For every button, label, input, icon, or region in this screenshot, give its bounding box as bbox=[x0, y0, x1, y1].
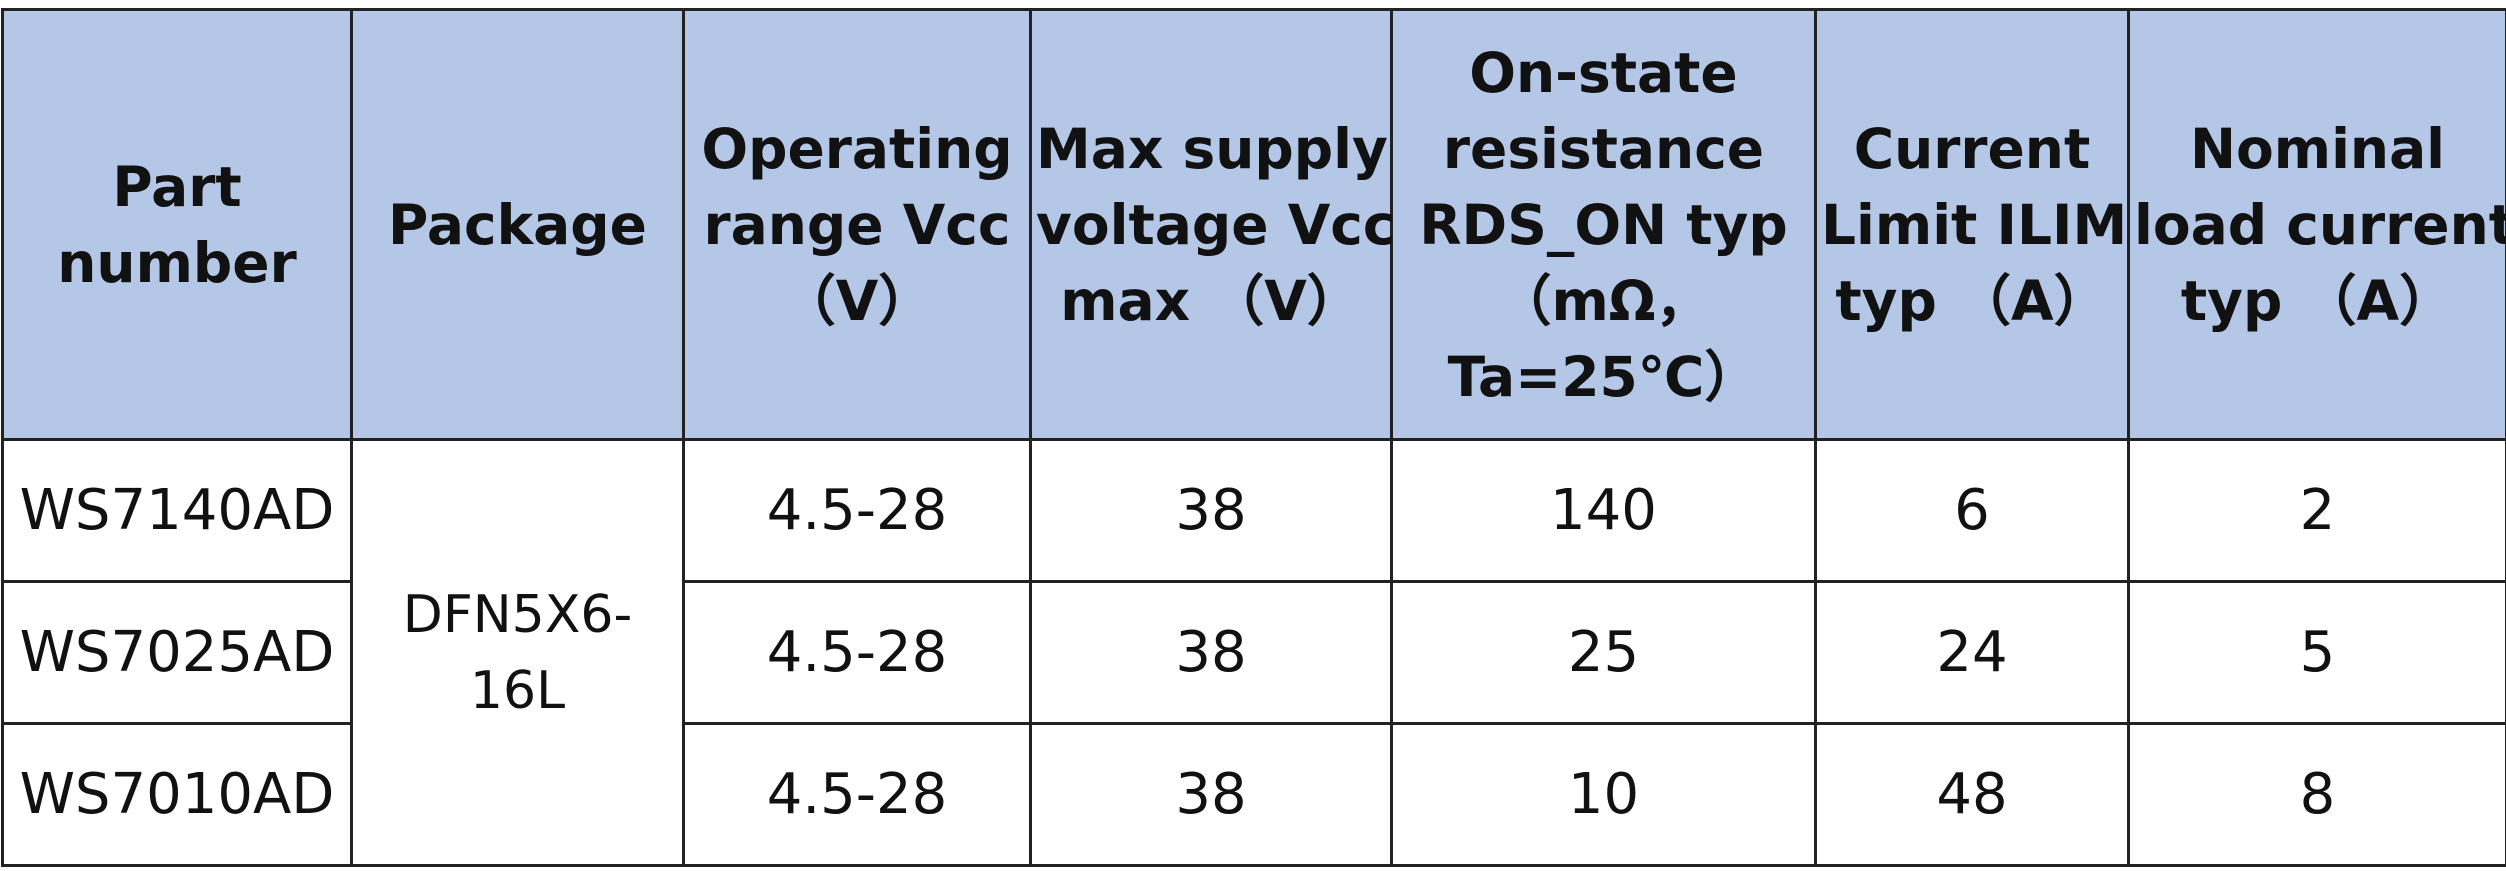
cell-part-number: WS7025AD bbox=[1, 580, 353, 725]
cell-max-supply-voltage: 38 bbox=[1029, 722, 1393, 867]
cell-max-supply-voltage: 38 bbox=[1029, 438, 1393, 583]
header-operating-range: Operating range Vcc （V） bbox=[682, 8, 1032, 441]
table-row: WS7010AD 4.5-28 38 10 48 8 bbox=[1, 722, 2506, 867]
header-row: Part number Package Operating range Vcc … bbox=[1, 8, 2506, 441]
cell-part-number: WS7140AD bbox=[1, 438, 353, 583]
cell-current-limit: 48 bbox=[1814, 722, 2130, 867]
spec-table: Part number Package Operating range Vcc … bbox=[1, 8, 2506, 867]
cell-current-limit: 6 bbox=[1814, 438, 2130, 583]
cell-on-state-resistance: 140 bbox=[1390, 438, 1817, 583]
cell-max-supply-voltage: 38 bbox=[1029, 580, 1393, 725]
cell-nominal-load-current: 5 bbox=[2127, 580, 2506, 725]
table-header: Part number Package Operating range Vcc … bbox=[1, 8, 2506, 441]
header-on-state-resistance: On-state resistance RDS_ON typ （mΩ， Ta=2… bbox=[1390, 8, 1817, 441]
header-current-limit: Current Limit ILIM typ （A） bbox=[1814, 8, 2130, 441]
cell-nominal-load-current: 2 bbox=[2127, 438, 2506, 583]
cell-package: DFN5X6- 16L bbox=[350, 438, 685, 867]
cell-operating-range: 4.5-28 bbox=[682, 722, 1032, 867]
cell-on-state-resistance: 10 bbox=[1390, 722, 1817, 867]
header-package: Package bbox=[350, 8, 685, 441]
header-max-supply-voltage: Max supply voltage Vcc max （V） bbox=[1029, 8, 1396, 441]
cell-on-state-resistance: 25 bbox=[1390, 580, 1817, 725]
cell-operating-range: 4.5-28 bbox=[682, 580, 1032, 725]
cell-nominal-load-current: 8 bbox=[2127, 722, 2506, 867]
header-nominal-load-current: Nominal load current typ （A） bbox=[2127, 8, 2506, 441]
header-part-number: Part number bbox=[1, 8, 353, 441]
cell-operating-range: 4.5-28 bbox=[682, 438, 1032, 583]
table-body: WS7140AD DFN5X6- 16L 4.5-28 38 140 6 2 W… bbox=[1, 438, 2506, 867]
cell-current-limit: 24 bbox=[1814, 580, 2130, 725]
table-row: WS7025AD 4.5-28 38 25 24 5 bbox=[1, 580, 2506, 725]
table-row: WS7140AD DFN5X6- 16L 4.5-28 38 140 6 2 bbox=[1, 438, 2506, 867]
cell-part-number: WS7010AD bbox=[1, 722, 353, 867]
